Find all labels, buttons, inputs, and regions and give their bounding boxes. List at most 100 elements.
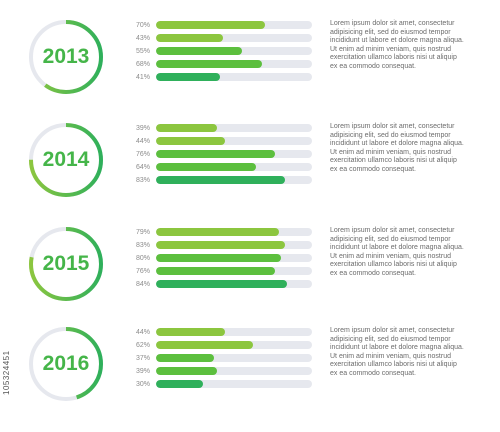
year-block-2015: 2015 79% 83% 80% 76% 84% Lorem ipsum dolor sit… [0, 225, 480, 315]
bar-track [156, 137, 312, 145]
bar-track [156, 367, 312, 375]
bar-row: 37% [136, 353, 316, 366]
ring-arc [29, 20, 103, 94]
value-label: 76% [136, 151, 151, 158]
bar-row: 44% [136, 327, 316, 340]
value-label: 39% [136, 368, 151, 375]
value-label: 30% [136, 381, 151, 388]
value-label: 84% [136, 281, 151, 288]
description-text: Lorem ipsum dolor sit amet, consectetur a… [330, 227, 478, 279]
description-line: Ut enim ad minim veniam, quis nostrud [330, 352, 451, 360]
description-line: Lorem ipsum dolor sit amet, consectetur [330, 227, 455, 234]
bar [156, 73, 220, 81]
description-line: Ut enim ad minim veniam, quis nostrud [330, 148, 451, 156]
bar-row: 68% [136, 59, 316, 72]
bar [156, 367, 217, 375]
description-line: Lorem ipsum dolor sit amet, consectetur [330, 123, 455, 130]
bar-row: 64% [136, 162, 316, 175]
description-line: Ut enim ad minim veniam, quis nostrud [330, 252, 451, 260]
bar-row: 84% [136, 279, 316, 292]
value-label: 64% [136, 164, 151, 171]
description-line: ex ea commodo consequat. [330, 165, 416, 173]
year-block-2014: 2014 39% 44% 76% 64% 83% Lorem ipsum dolor sit… [0, 121, 480, 211]
progress-ring [27, 225, 105, 303]
bar-track [156, 241, 312, 249]
stock-id: 105324451 [2, 350, 11, 395]
bar-track [156, 163, 312, 171]
bar-track [156, 354, 312, 362]
ring-arc [29, 123, 103, 197]
value-label: 83% [136, 177, 151, 184]
description-line: adipisicing elit, sed do eiusmod tempor [330, 131, 451, 139]
description-line: exercitation ullamco laboris nisi ut ali… [330, 54, 457, 62]
bar-row: 80% [136, 253, 316, 266]
year-block-2016: 2016 44% 62% 37% 39% 30% Lorem ipsum dolor sit… [0, 325, 480, 415]
bar-row: 44% [136, 136, 316, 149]
bar [156, 137, 225, 145]
description-line: exercitation ullamco laboris nisi ut ali… [330, 157, 457, 165]
bar-row: 39% [136, 366, 316, 379]
bar-track [156, 150, 312, 158]
bar-track [156, 34, 312, 42]
bar-row: 83% [136, 240, 316, 253]
bar-track [156, 280, 312, 288]
bar-track [156, 47, 312, 55]
bar-row: 55% [136, 46, 316, 59]
value-label: 41% [136, 74, 151, 81]
value-label: 43% [136, 35, 151, 42]
bar-list: 44% 62% 37% 39% 30% [136, 327, 316, 392]
description-line: Ut enim ad minim veniam, quis nostrud [330, 45, 451, 53]
value-label: 44% [136, 329, 151, 336]
value-label: 68% [136, 61, 151, 68]
bar [156, 60, 263, 68]
bar [156, 341, 253, 349]
bar-track [156, 254, 312, 262]
bar [156, 328, 225, 336]
bar-track [156, 124, 312, 132]
bar-list: 79% 83% 80% 76% 84% [136, 227, 316, 292]
bar [156, 354, 214, 362]
description-line: exercitation ullamco laboris nisi ut ali… [330, 361, 457, 369]
bar-track [156, 328, 312, 336]
bar-row: 70% [136, 20, 316, 33]
bar [156, 150, 275, 158]
description-line: ex ea commodo consequat. [330, 62, 416, 70]
value-label: 62% [136, 342, 151, 349]
bar [156, 47, 242, 55]
value-label: 44% [136, 138, 151, 145]
description-text: Lorem ipsum dolor sit amet, consectetur a… [330, 327, 478, 379]
value-label: 79% [136, 229, 151, 236]
year-label: 2014 [42, 148, 90, 171]
value-label: 39% [136, 125, 151, 132]
value-label: 37% [136, 355, 151, 362]
bar-track [156, 60, 312, 68]
bar-list: 39% 44% 76% 64% 83% [136, 123, 316, 188]
bar [156, 241, 286, 249]
description-line: Lorem ipsum dolor sit amet, consectetur [330, 20, 455, 27]
description-line: incididunt ut labore et dolore magna ali… [330, 244, 464, 252]
bar [156, 34, 224, 42]
bar-track [156, 228, 312, 236]
description-line: Lorem ipsum dolor sit amet, consectetur [330, 327, 455, 334]
bar [156, 280, 288, 288]
value-label: 83% [136, 242, 151, 249]
year-label: 2013 [42, 45, 90, 68]
description-line: incididunt ut labore et dolore magna ali… [330, 37, 464, 45]
bar [156, 163, 256, 171]
value-label: 76% [136, 268, 151, 275]
description-text: Lorem ipsum dolor sit amet, consectetur a… [330, 123, 478, 175]
bar-track [156, 21, 312, 29]
bar [156, 267, 275, 275]
description-line: exercitation ullamco laboris nisi ut ali… [330, 261, 457, 269]
value-label: 80% [136, 255, 151, 262]
progress-ring [27, 18, 105, 96]
year-label: 2016 [42, 352, 90, 375]
description-line: ex ea commodo consequat. [330, 269, 416, 277]
description-line: incididunt ut labore et dolore magna ali… [330, 140, 464, 148]
year-label: 2015 [42, 252, 90, 275]
bar-list: 70% 43% 55% 68% 41% [136, 20, 316, 85]
bar-row: 39% [136, 123, 316, 136]
bar [156, 21, 266, 29]
ring-arc [29, 327, 103, 401]
